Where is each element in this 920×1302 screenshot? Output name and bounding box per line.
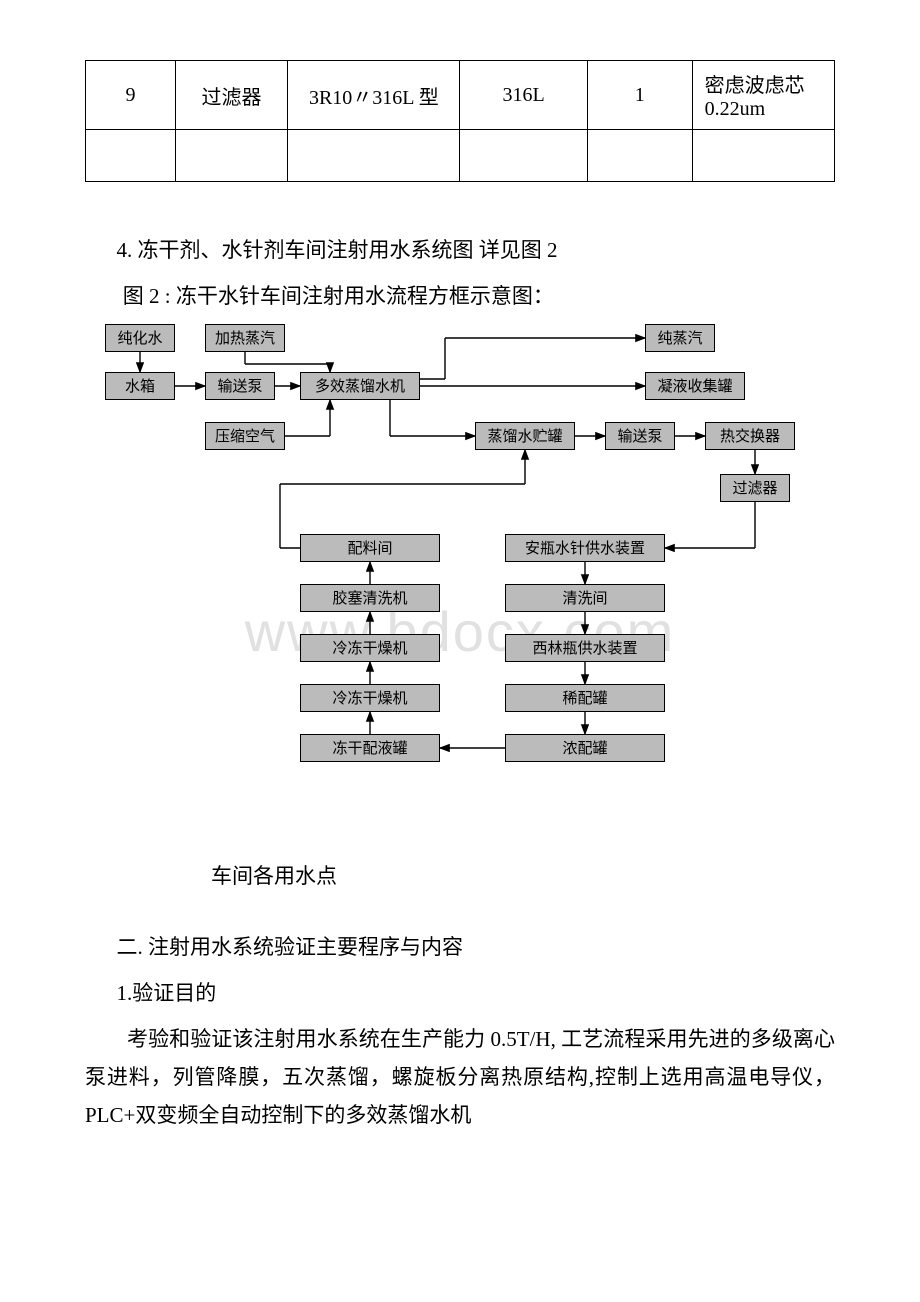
flowchart-footer-caption: 车间各用水点 (211, 858, 835, 896)
node-freeze-dryer-1: 冷冻干燥机 (300, 634, 440, 662)
node-mixing-room: 配料间 (300, 534, 440, 562)
flowchart: www.bdocx.com (85, 324, 835, 834)
cell-model (288, 130, 460, 182)
node-pump2: 输送泵 (605, 422, 675, 450)
cell-qty: 1 (587, 61, 692, 130)
node-distilled-storage: 蒸馏水贮罐 (475, 422, 575, 450)
node-vial-supply: 西林瓶供水装置 (505, 634, 665, 662)
node-pure-steam: 纯蒸汽 (645, 324, 715, 352)
node-multi-distiller: 多效蒸馏水机 (300, 372, 420, 400)
section2-body: 考验和验证该注射用水系统在生产能力 0.5T/H, 工艺流程采用先进的多级离心泵… (85, 1021, 835, 1134)
cell-name (175, 130, 287, 182)
node-dilute-tank: 稀配罐 (505, 684, 665, 712)
cell-id (86, 130, 176, 182)
equipment-table: 9 过滤器 3R10〃316L 型 316L 1 密虑波虑芯0.22um (85, 60, 835, 182)
watermark: www.bdocx.com (85, 599, 835, 664)
node-compressed-air: 压缩空气 (205, 422, 285, 450)
node-purified-water: 纯化水 (105, 324, 175, 352)
node-lyoph-tank: 冻干配液罐 (300, 734, 440, 762)
figure-caption: 图 2 : 冻干水针车间注射用水流程方框示意图： (85, 278, 835, 316)
node-filter: 过滤器 (720, 474, 790, 502)
section2-heading: 二. 注射用水系统验证主要程序与内容 (85, 929, 835, 967)
node-heating-steam: 加热蒸汽 (205, 324, 285, 352)
node-concentrate-tank: 浓配罐 (505, 734, 665, 762)
node-ampoule-supply: 安瓶水针供水装置 (505, 534, 665, 562)
flowchart-arrows (85, 324, 835, 834)
section2-sub1: 1.验证目的 (85, 975, 835, 1013)
node-heat-exchanger: 热交换器 (705, 422, 795, 450)
table-row: 9 过滤器 3R10〃316L 型 316L 1 密虑波虑芯0.22um (86, 61, 835, 130)
node-pump1: 输送泵 (205, 372, 275, 400)
table-row (86, 130, 835, 182)
cell-note (692, 130, 834, 182)
cell-name: 过滤器 (175, 61, 287, 130)
node-condensate-tank: 凝液收集罐 (645, 372, 745, 400)
cell-model: 3R10〃316L 型 (288, 61, 460, 130)
node-tank: 水箱 (105, 372, 175, 400)
cell-note: 密虑波虑芯0.22um (692, 61, 834, 130)
cell-qty (587, 130, 692, 182)
cell-material (460, 130, 587, 182)
section-heading: 4. 冻干剂、水针剂车间注射用水系统图 详见图 2 (85, 232, 835, 270)
node-wash-room: 清洗间 (505, 584, 665, 612)
cell-material: 316L (460, 61, 587, 130)
cell-id: 9 (86, 61, 176, 130)
node-freeze-dryer-2: 冷冻干燥机 (300, 684, 440, 712)
node-stopper-washer: 胶塞清洗机 (300, 584, 440, 612)
